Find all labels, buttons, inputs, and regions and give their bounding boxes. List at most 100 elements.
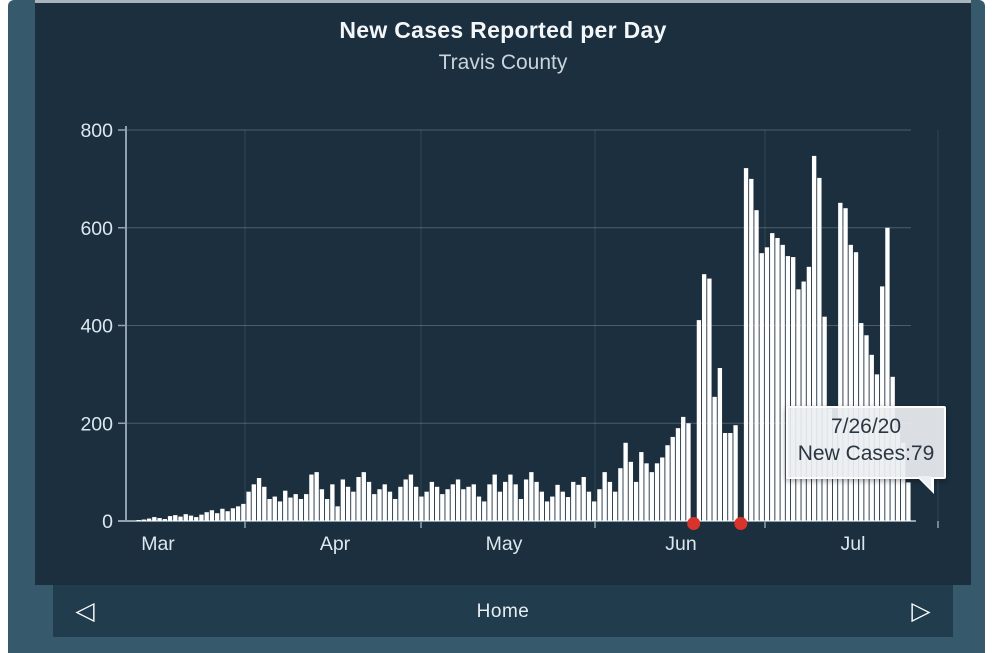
bar[interactable] xyxy=(555,484,560,521)
bar[interactable] xyxy=(424,491,429,522)
bar[interactable] xyxy=(623,442,628,521)
bar[interactable] xyxy=(906,482,911,521)
bar[interactable] xyxy=(775,238,780,521)
bar[interactable] xyxy=(225,511,230,522)
bar[interactable] xyxy=(445,489,450,521)
bar[interactable] xyxy=(288,497,293,521)
bar[interactable] xyxy=(811,155,817,521)
bar[interactable] xyxy=(162,519,167,521)
bar[interactable] xyxy=(209,510,215,521)
bar[interactable] xyxy=(387,491,393,522)
bar[interactable] xyxy=(754,210,759,521)
bar[interactable] xyxy=(796,289,801,521)
bar[interactable] xyxy=(141,519,147,521)
bar[interactable] xyxy=(267,499,272,521)
bar[interactable] xyxy=(780,244,785,522)
bar[interactable] xyxy=(356,477,361,521)
bar[interactable] xyxy=(644,463,649,521)
bar[interactable] xyxy=(351,491,356,522)
bar[interactable] xyxy=(152,517,157,521)
bar[interactable] xyxy=(293,494,298,521)
bar[interactable] xyxy=(633,481,639,521)
bar[interactable] xyxy=(518,499,524,521)
bar[interactable] xyxy=(733,425,738,521)
bar[interactable] xyxy=(838,202,843,521)
bar[interactable] xyxy=(199,514,204,521)
bar[interactable] xyxy=(848,244,853,522)
bar[interactable] xyxy=(503,481,508,521)
bar[interactable] xyxy=(696,320,702,521)
bar[interactable] xyxy=(539,491,544,522)
bar[interactable] xyxy=(628,461,634,521)
bar[interactable] xyxy=(482,501,487,521)
bar[interactable] xyxy=(571,481,576,521)
bar[interactable] xyxy=(330,484,335,521)
bar[interactable] xyxy=(393,499,398,521)
bar[interactable] xyxy=(314,472,319,522)
bar[interactable] xyxy=(681,416,686,521)
bar[interactable] xyxy=(408,474,414,521)
bar[interactable] xyxy=(817,177,822,521)
bar[interactable] xyxy=(345,486,351,521)
bar[interactable] xyxy=(183,514,188,521)
bar[interactable] xyxy=(592,501,597,521)
bar[interactable] xyxy=(686,423,691,521)
next-button[interactable]: ▷ xyxy=(899,585,943,637)
bar[interactable] xyxy=(283,490,288,521)
bar[interactable] xyxy=(157,518,162,521)
bar[interactable] xyxy=(806,266,812,521)
bar[interactable] xyxy=(230,508,236,521)
bar-chart[interactable]: 0 200 400 600 800 Mar Apr May Jun Jul xyxy=(35,3,971,585)
bar[interactable] xyxy=(220,508,225,521)
bar[interactable] xyxy=(188,515,194,521)
bar[interactable] xyxy=(178,516,183,521)
bar[interactable] xyxy=(717,368,723,521)
event-marker-dot[interactable] xyxy=(687,517,701,530)
bar[interactable] xyxy=(712,396,717,521)
bar[interactable] xyxy=(340,479,346,521)
bar[interactable] xyxy=(581,477,586,521)
bar[interactable] xyxy=(471,484,476,521)
bar[interactable] xyxy=(450,484,455,521)
bar[interactable] xyxy=(382,484,387,521)
bar[interactable] xyxy=(194,517,199,521)
bar[interactable] xyxy=(759,253,764,521)
bar[interactable] xyxy=(534,481,539,521)
bar[interactable] xyxy=(550,496,555,521)
bar[interactable] xyxy=(309,474,314,521)
bar[interactable] xyxy=(508,474,513,521)
bar[interactable] xyxy=(272,496,277,521)
bar[interactable] xyxy=(565,497,571,521)
bar[interactable] xyxy=(476,496,482,521)
event-marker-dot[interactable] xyxy=(734,517,748,530)
bar[interactable] xyxy=(639,452,644,521)
bar[interactable] xyxy=(429,481,435,521)
bar[interactable] xyxy=(440,494,445,521)
bar[interactable] xyxy=(492,474,497,521)
bar[interactable] xyxy=(403,479,408,521)
bar[interactable] xyxy=(618,468,623,521)
bar[interactable] xyxy=(597,489,602,521)
bar[interactable] xyxy=(728,433,733,521)
bar[interactable] xyxy=(749,178,754,522)
bar[interactable] xyxy=(885,227,890,521)
bar[interactable] xyxy=(173,515,178,521)
bar[interactable] xyxy=(770,233,775,521)
bar[interactable] xyxy=(529,472,534,522)
bar[interactable] xyxy=(398,486,403,521)
bar[interactable] xyxy=(277,501,283,521)
bar[interactable] xyxy=(324,499,330,521)
home-button[interactable]: Home xyxy=(53,585,953,637)
bar[interactable] xyxy=(707,278,712,521)
bar[interactable] xyxy=(251,484,256,521)
bar[interactable] xyxy=(843,208,848,521)
bar[interactable] xyxy=(419,496,424,521)
bar[interactable] xyxy=(665,445,670,521)
bar[interactable] xyxy=(701,274,707,521)
bar[interactable] xyxy=(413,486,419,521)
bar[interactable] xyxy=(853,252,859,521)
bar[interactable] xyxy=(670,436,675,521)
bar[interactable] xyxy=(298,499,304,521)
bar[interactable] xyxy=(377,489,382,521)
bar[interactable] xyxy=(722,433,728,521)
